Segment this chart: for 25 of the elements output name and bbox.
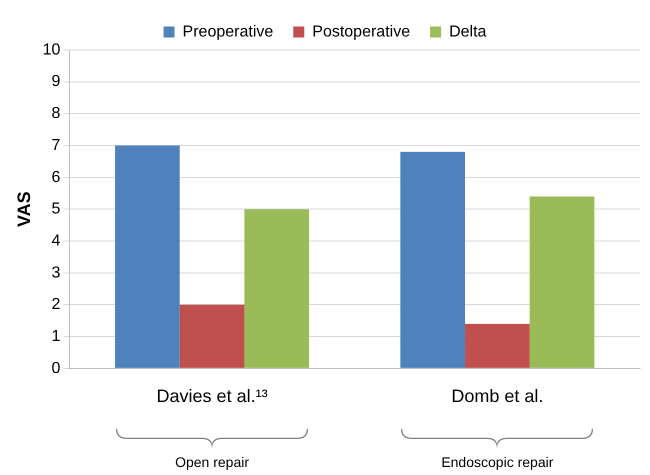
bar bbox=[530, 196, 594, 368]
y-tick-label: 9 bbox=[51, 73, 60, 90]
text: Open repair bbox=[175, 454, 250, 470]
y-tick-label: 2 bbox=[51, 296, 60, 314]
y-tick-label: 3 bbox=[51, 264, 60, 282]
y-tick-label: 5 bbox=[51, 200, 60, 218]
bar bbox=[180, 304, 244, 368]
legend-label: Delta bbox=[449, 23, 487, 40]
y-tick-label: 1 bbox=[51, 328, 60, 345]
text: Endoscopic repair bbox=[441, 454, 554, 470]
y-tick-label: 7 bbox=[51, 136, 60, 154]
legend-label: Preoperative bbox=[182, 23, 274, 40]
y-tick-label: 8 bbox=[51, 105, 60, 122]
y-axis-title: VAS bbox=[14, 191, 34, 228]
y-tick-label: 6 bbox=[51, 168, 60, 186]
y-tick-label: 4 bbox=[51, 232, 60, 250]
bar bbox=[400, 152, 466, 368]
x-tick-label: Davies et al.¹³ bbox=[156, 386, 268, 406]
legend-label: Postoperative bbox=[312, 23, 410, 40]
y-tick-label: 0 bbox=[51, 360, 60, 377]
bar bbox=[244, 209, 310, 368]
bar bbox=[115, 146, 180, 368]
y-tick-label: 10 bbox=[42, 41, 60, 58]
bar bbox=[465, 324, 530, 368]
x-tick-label: Domb et al. bbox=[451, 386, 544, 406]
